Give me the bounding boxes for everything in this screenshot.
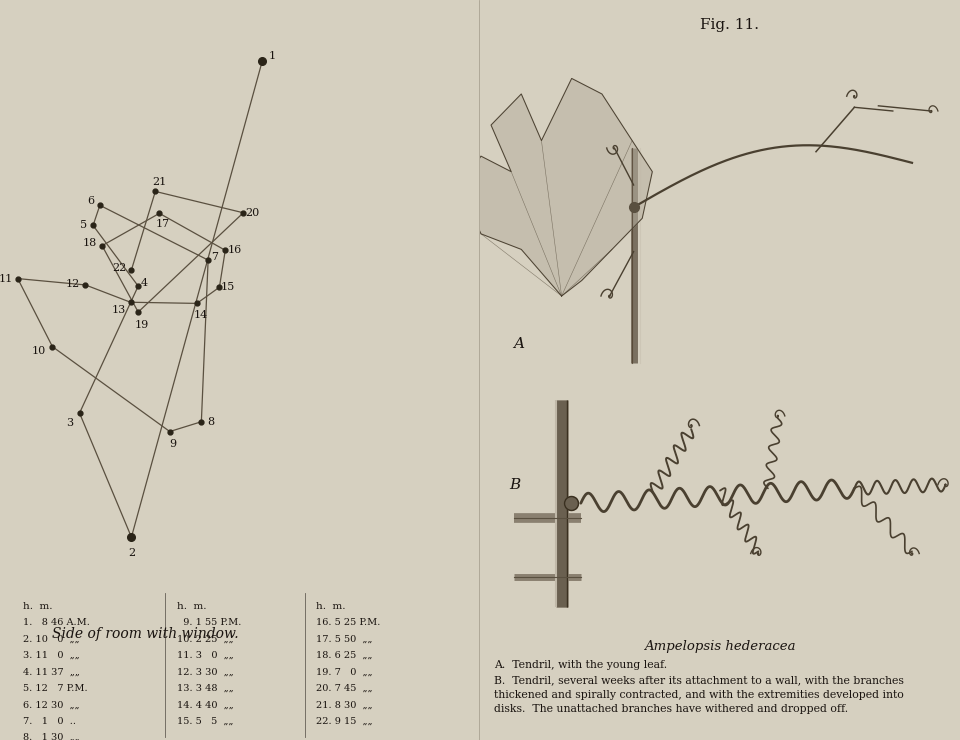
Text: 17: 17 — [156, 219, 170, 229]
Text: 19. 7   0  „„: 19. 7 0 „„ — [317, 667, 373, 676]
Text: 11. 3   0  „„: 11. 3 0 „„ — [177, 651, 233, 660]
Text: 10. 2 25  „„: 10. 2 25 „„ — [177, 635, 233, 644]
Text: 15: 15 — [221, 282, 234, 292]
Text: 22: 22 — [112, 263, 127, 272]
Text: B: B — [509, 478, 520, 491]
Text: 18. 6 25  „„: 18. 6 25 „„ — [317, 651, 372, 660]
Text: 11: 11 — [0, 274, 13, 283]
Text: 13. 3 48  „„: 13. 3 48 „„ — [177, 684, 233, 693]
Text: h.  m.: h. m. — [23, 602, 53, 611]
Text: 1: 1 — [269, 51, 276, 61]
Text: 22. 9 15  „„: 22. 9 15 „„ — [317, 716, 373, 726]
Text: 20: 20 — [245, 208, 259, 218]
Text: 12. 3 30  „„: 12. 3 30 „„ — [177, 667, 233, 676]
Text: 16: 16 — [228, 245, 241, 255]
Text: 3: 3 — [66, 418, 73, 428]
Text: 15. 5   5  „„: 15. 5 5 „„ — [177, 716, 233, 726]
Text: 14. 4 40  „„: 14. 4 40 „„ — [177, 700, 233, 709]
Text: thickened and spirally contracted, and with the extremities developed into: thickened and spirally contracted, and w… — [494, 690, 904, 700]
Text: Fig. 11.: Fig. 11. — [700, 18, 759, 33]
Text: 2: 2 — [128, 548, 135, 558]
Text: 21: 21 — [152, 177, 166, 187]
Text: 6. 12 30  „„: 6. 12 30 „„ — [23, 700, 80, 709]
Text: h.  m.: h. m. — [317, 602, 346, 611]
Text: 10: 10 — [32, 346, 46, 356]
Text: 14: 14 — [193, 310, 207, 320]
Text: 7: 7 — [211, 252, 218, 262]
Text: 8: 8 — [207, 417, 215, 427]
Text: Side of room with window.: Side of room with window. — [52, 627, 238, 641]
Text: 19: 19 — [134, 320, 149, 330]
Text: 4. 11 37  „„: 4. 11 37 „„ — [23, 667, 80, 676]
Text: 5: 5 — [80, 221, 86, 230]
Text: 21. 8 30  „„: 21. 8 30 „„ — [317, 700, 373, 709]
Text: Ampelopsis hederacea: Ampelopsis hederacea — [644, 640, 796, 653]
Text: 13: 13 — [111, 306, 126, 315]
Text: 18: 18 — [83, 238, 97, 249]
Text: h.  m.: h. m. — [177, 602, 206, 611]
Text: 17. 5 50  „„: 17. 5 50 „„ — [317, 635, 372, 644]
Text: 7.   1   0  ..: 7. 1 0 .. — [23, 716, 76, 726]
Text: B.  Tendril, several weeks after its attachment to a wall, with the branches: B. Tendril, several weeks after its atta… — [494, 675, 904, 685]
Text: 5. 12   7 P.M.: 5. 12 7 P.M. — [23, 684, 87, 693]
Text: 9: 9 — [169, 440, 176, 449]
Text: 12: 12 — [65, 279, 80, 289]
Text: 8.   1 30  „„: 8. 1 30 „„ — [23, 733, 80, 740]
Text: 2. 10   0  „„: 2. 10 0 „„ — [23, 635, 80, 644]
Text: 1.   8 46 A.M.: 1. 8 46 A.M. — [23, 619, 90, 628]
Text: 3. 11   0  „„: 3. 11 0 „„ — [23, 651, 80, 660]
Polygon shape — [461, 78, 652, 296]
Text: A: A — [514, 337, 524, 351]
Text: A.  Tendril, with the young leaf.: A. Tendril, with the young leaf. — [494, 660, 667, 670]
Text: disks.  The unattached branches have withered and dropped off.: disks. The unattached branches have with… — [494, 704, 849, 715]
Text: 6: 6 — [87, 195, 94, 206]
Text: 20. 7 45  „„: 20. 7 45 „„ — [317, 684, 373, 693]
Text: 16. 5 25 P.M.: 16. 5 25 P.M. — [317, 619, 381, 628]
Text: 9. 1 55 P.M.: 9. 1 55 P.M. — [177, 619, 241, 628]
Text: 4: 4 — [141, 278, 148, 288]
